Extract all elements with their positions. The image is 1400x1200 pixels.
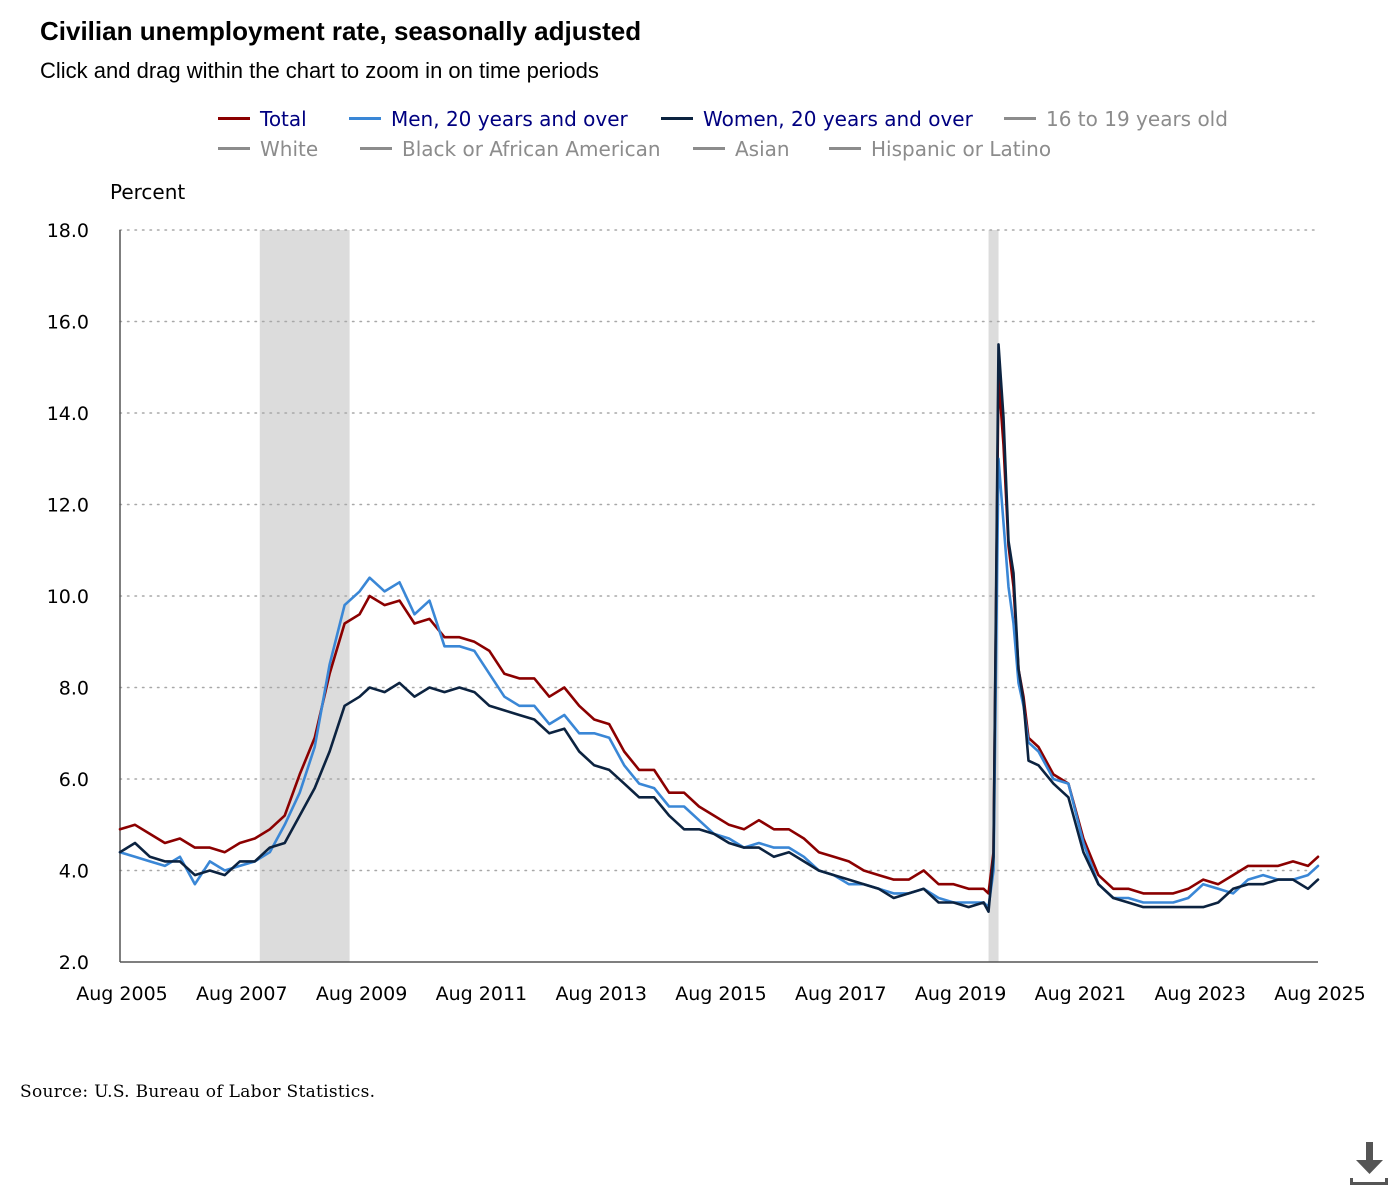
legend-label: Women, 20 years and over	[703, 107, 973, 131]
recession-band	[988, 230, 999, 962]
legend-swatch	[661, 117, 693, 120]
y-tick-label: 16.0	[47, 312, 89, 334]
x-tick-label: Aug 2009	[316, 983, 408, 1005]
x-tick-label: Aug 2021	[1035, 983, 1127, 1005]
y-tick-label: 12.0	[47, 495, 89, 517]
chart-title: Civilian unemployment rate, seasonally a…	[40, 16, 642, 46]
x-tick-label: Aug 2005	[76, 983, 168, 1005]
y-tick-label: 10.0	[47, 586, 89, 608]
x-tick-label: Aug 2011	[436, 983, 528, 1005]
legend-swatch	[218, 147, 250, 150]
y-tick-label: 6.0	[59, 769, 89, 791]
recession-band	[259, 230, 350, 962]
line-chart[interactable]: 2.0 4.0 6.0 8.0 10.0 12.0 14.0 16.0 18.0 Percent A…	[0, 0, 1400, 1060]
legend-row: Total Men, 20 years and over Women, 20 y…	[0, 104, 1400, 134]
legend-swatch	[829, 147, 861, 150]
legend-label: Total	[260, 107, 307, 131]
legend-label: Hispanic or Latino	[871, 137, 1052, 161]
x-tick-label: Aug 2013	[555, 983, 647, 1005]
chart-subtitle: Click and drag within the chart to zoom …	[40, 58, 599, 83]
y-tick-label: 18.0	[47, 220, 89, 242]
legend-swatch	[360, 147, 392, 150]
x-tick-label: Aug 2015	[675, 983, 767, 1005]
legend-row: White Black or African American Asian Hi…	[0, 134, 1400, 164]
y-tick-label: 4.0	[59, 861, 89, 883]
x-tick-label: Aug 2023	[1154, 983, 1246, 1005]
x-tick-label: Aug 2017	[795, 983, 887, 1005]
legend-swatch	[218, 117, 250, 120]
legend-label: Men, 20 years and over	[391, 107, 628, 131]
x-tick-label: Aug 2019	[915, 983, 1007, 1005]
legend-label: Asian	[735, 137, 790, 161]
x-tick-label: Aug 2007	[196, 983, 288, 1005]
download-icon	[1350, 1142, 1388, 1185]
legend-swatch	[349, 117, 381, 120]
y-tick-label: 8.0	[59, 678, 89, 700]
download-button[interactable]	[1348, 1140, 1390, 1186]
y-axis-label: Percent	[110, 180, 185, 204]
series-line[interactable]	[118, 375, 1320, 895]
chart-legend: Total Men, 20 years and over Women, 20 y…	[0, 104, 1400, 168]
source-note: Source: U.S. Bureau of Labor Statistics.	[20, 1082, 376, 1102]
legend-label: 16 to 19 years old	[1046, 107, 1228, 131]
legend-swatch	[693, 147, 725, 150]
y-tick-label: 14.0	[47, 403, 89, 425]
legend-label: White	[260, 137, 319, 161]
legend-swatch	[1004, 117, 1036, 120]
y-tick-label: 2.0	[59, 952, 89, 974]
series-line[interactable]	[118, 343, 1320, 914]
x-tick-label: Aug 2025	[1274, 983, 1366, 1005]
legend-label: Black or African American	[402, 137, 661, 161]
